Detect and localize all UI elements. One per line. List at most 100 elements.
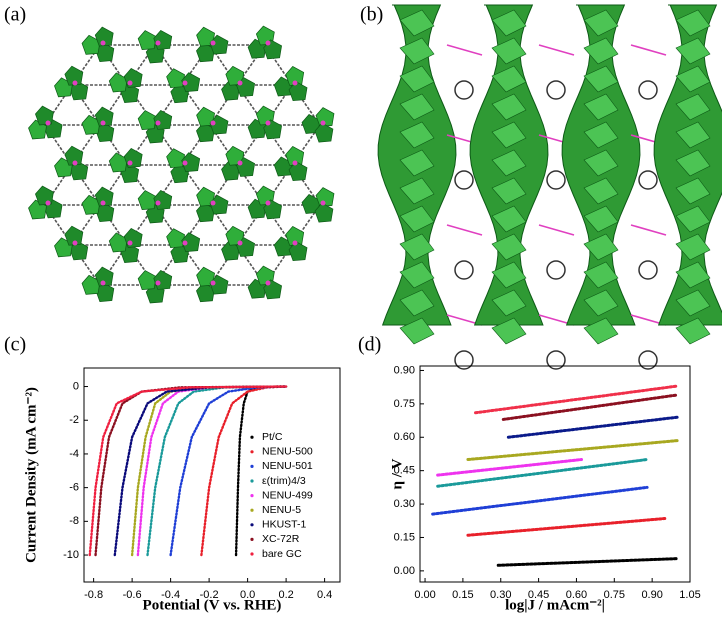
atom (210, 120, 216, 126)
linker (154, 44, 183, 86)
polyhedron (94, 26, 114, 47)
polyhedron (399, 317, 435, 345)
polyhedron (583, 205, 619, 233)
atom (45, 200, 51, 206)
polyhedron (675, 65, 711, 93)
atom (265, 280, 271, 286)
y-tick-label: 0.30 (394, 498, 415, 510)
y-tick-label: -4 (69, 448, 79, 460)
y-tick-label: -10 (63, 549, 79, 561)
polyhedron (491, 37, 527, 65)
polyhedron (491, 233, 527, 261)
linker (264, 44, 293, 86)
y-tick-label: 0.00 (394, 565, 415, 577)
ring (546, 80, 566, 100)
polyhedron (221, 160, 240, 181)
polyhedron (583, 317, 619, 345)
legend-label: NENU-499 (262, 489, 313, 501)
linker (44, 124, 73, 166)
polyhedron (166, 228, 185, 249)
ring (638, 350, 658, 370)
linker (99, 124, 128, 166)
series-line (506, 415, 679, 439)
polyhedron (181, 72, 201, 93)
polyhedron (181, 152, 201, 173)
polyhedron (583, 177, 619, 205)
polyhedron (583, 289, 619, 317)
linker (154, 124, 183, 166)
polyhedron (491, 149, 527, 177)
panel-label: (c) (4, 334, 26, 356)
polyhedron (315, 107, 335, 127)
linker (99, 164, 128, 206)
polyhedron (153, 109, 173, 130)
linker (154, 244, 183, 286)
series-line (436, 458, 649, 488)
polyhedron (399, 121, 435, 149)
atom (292, 160, 298, 166)
polyhedron (94, 266, 114, 287)
linker (99, 244, 128, 286)
x-tick-label: 0.00 (414, 589, 435, 601)
polyhedron (583, 121, 619, 149)
polyhedron (675, 261, 711, 289)
polyhedron (209, 194, 229, 215)
linker (44, 164, 73, 206)
atom (265, 200, 271, 206)
polyhedron (491, 261, 527, 289)
plot-frame (83, 367, 341, 583)
atom (265, 40, 271, 46)
atom (182, 240, 188, 246)
polyhedron (583, 233, 619, 261)
atom (127, 80, 133, 86)
x-axis-label: log|J / mAcm⁻²| (505, 597, 605, 613)
x-tick-label: -0.4 (161, 589, 180, 601)
polyhedron (35, 185, 54, 206)
polyhedron (491, 121, 527, 149)
x-tick-label: 0.2 (278, 589, 293, 601)
y-tick-label: -8 (69, 515, 79, 527)
polyhedron (491, 9, 527, 37)
legend-label: Pt/C (262, 431, 283, 443)
polyhedron (123, 228, 143, 248)
y-tick-label: 0 (73, 380, 79, 392)
polyhedron (491, 65, 527, 93)
linker (264, 124, 293, 166)
polyhedron (137, 110, 157, 130)
atom (100, 40, 106, 46)
linker (99, 84, 128, 126)
polyhedron (399, 289, 435, 317)
atom (320, 200, 326, 206)
ring (638, 260, 658, 280)
polyhedron (108, 72, 128, 93)
polyhedron (675, 233, 711, 261)
x-tick-label: -0.8 (84, 589, 103, 601)
polyhedron (166, 148, 185, 169)
x-tick-label: 0.75 (604, 589, 625, 601)
polyhedron (181, 232, 201, 253)
polyhedron (583, 37, 619, 65)
atom (210, 40, 216, 46)
polyhedron (64, 225, 84, 246)
y-tick-label: 0.15 (394, 531, 415, 543)
legend-marker (250, 479, 254, 483)
polyhedron (137, 190, 157, 210)
polyhedron (675, 289, 711, 317)
polyhedron (675, 9, 711, 37)
polyhedron (399, 9, 435, 37)
y-tick-label: 0.60 (394, 431, 415, 443)
atom (72, 80, 78, 86)
legend-marker (250, 435, 254, 439)
linker (154, 84, 183, 126)
atom (127, 160, 133, 166)
ring (638, 170, 658, 190)
legend-marker (250, 552, 254, 556)
series-line (474, 384, 679, 415)
polyhedron (675, 317, 711, 345)
polyhedron (285, 145, 305, 166)
y-tick-label: 0.45 (394, 465, 415, 477)
x-tick-label: -0.2 (200, 589, 219, 601)
polyhedron (675, 149, 711, 177)
atom (237, 80, 243, 86)
